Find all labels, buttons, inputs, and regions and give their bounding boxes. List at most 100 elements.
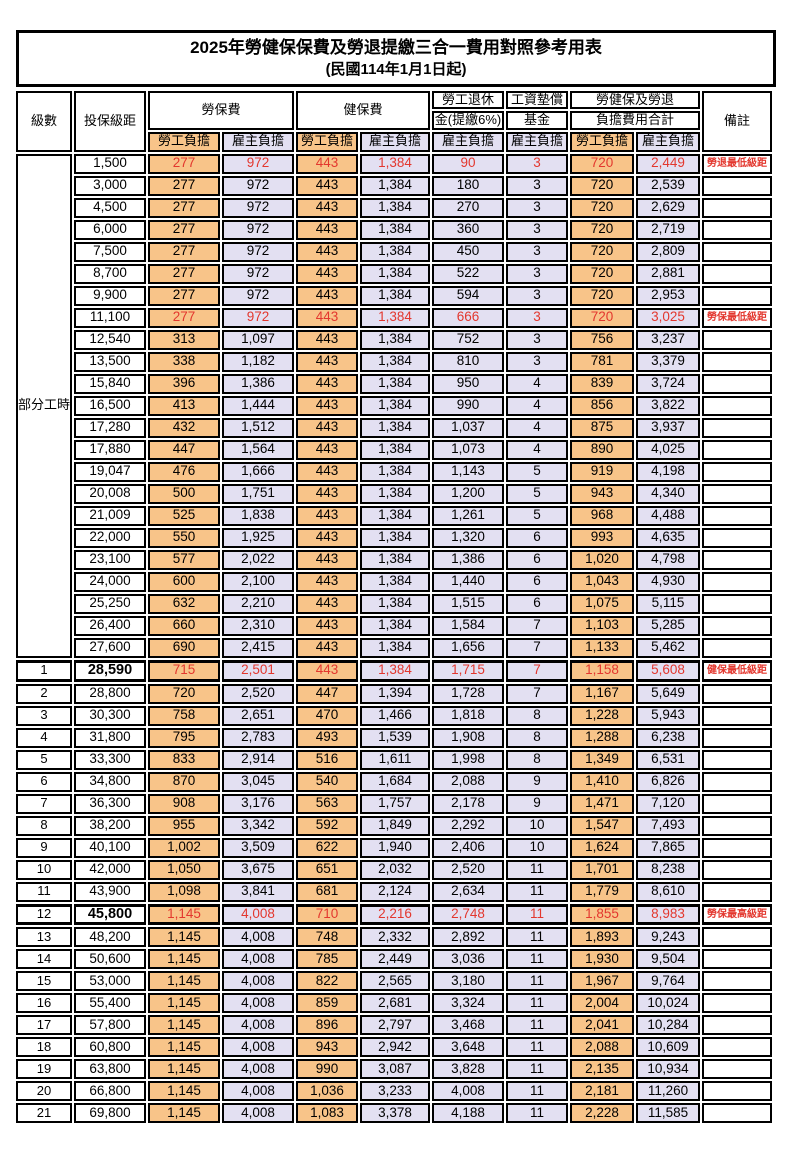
value-cell: 1,386 [222,373,295,394]
value-cell: 5,285 [636,615,701,636]
value-cell: 2,449 [636,153,701,174]
value-cell: 1,967 [570,971,635,992]
value-cell: 2,124 [360,881,431,902]
value-cell: 1,261 [432,505,505,526]
value-cell: 1,998 [432,749,505,770]
value-cell: 943 [296,1037,359,1058]
value-cell: 8 [506,705,569,726]
value-cell: 360 [432,219,505,240]
value-cell: 277 [148,153,220,174]
bracket-cell: 11,100 [74,307,146,328]
value-cell: 3,841 [222,881,295,902]
value-cell: 950 [432,373,505,394]
value-cell: 7 [506,659,569,682]
value-cell: 594 [432,285,505,306]
value-cell: 1,384 [360,483,431,504]
bracket-cell: 50,600 [74,949,146,970]
note-cell [702,683,773,704]
value-cell: 1,384 [360,593,431,614]
value-cell: 715 [148,659,220,682]
value-cell: 875 [570,417,635,438]
value-cell: 3,087 [360,1059,431,1080]
value-cell: 450 [432,241,505,262]
value-cell: 968 [570,505,635,526]
note-cell: 勞保最低級距 [702,307,773,328]
value-cell: 4,008 [222,993,295,1014]
value-cell: 1,849 [360,815,431,836]
note-cell [702,815,773,836]
col-header-health-insurance: 健保費 [296,91,431,130]
value-cell: 443 [296,549,359,570]
value-cell: 748 [296,927,359,948]
value-cell: 1,384 [360,263,431,284]
note-cell [702,837,773,858]
value-cell: 833 [148,749,220,770]
note-cell [702,505,773,526]
table-row: 17,880 447 1,564 443 1,384 1,073 4 890 4,025 [16,439,773,460]
table-row: 18 60,800 1,145 4,008 943 2,942 3,648 11 2,088 10… [16,1037,773,1058]
col-header-total-line1: 勞健保及勞退 [570,91,701,110]
table-row: 12,540 313 1,097 443 1,384 752 3 756 3,237 [16,329,773,350]
bracket-cell: 17,880 [74,439,146,460]
value-cell: 443 [296,483,359,504]
value-cell: 943 [570,483,635,504]
value-cell: 3,025 [636,307,701,328]
value-cell: 1,103 [570,615,635,636]
note-cell [702,1037,773,1058]
value-cell: 2,539 [636,175,701,196]
value-cell: 3,176 [222,793,295,814]
bracket-cell: 43,900 [74,881,146,902]
bracket-cell: 15,840 [74,373,146,394]
value-cell: 11 [506,1015,569,1036]
value-cell: 756 [570,329,635,350]
value-cell: 3,509 [222,837,295,858]
table-row: 14 50,600 1,145 4,008 785 2,449 3,036 11 1,930 9,… [16,949,773,970]
bracket-cell: 57,800 [74,1015,146,1036]
table-row: 25,250 632 2,210 443 1,384 1,515 6 1,075 5,115 [16,593,773,614]
value-cell: 1,384 [360,571,431,592]
note-cell: 勞退最低級距 [702,153,773,174]
value-cell: 10,284 [636,1015,701,1036]
value-cell: 720 [570,263,635,284]
value-cell: 5,115 [636,593,701,614]
value-cell: 2,415 [222,637,295,658]
table-row: 16,500 413 1,444 443 1,384 990 4 856 3,822 [16,395,773,416]
table-row: 15,840 396 1,386 443 1,384 950 4 839 3,724 [16,373,773,394]
value-cell: 7,120 [636,793,701,814]
value-cell: 4,188 [432,1103,505,1124]
note-cell [702,1081,773,1102]
value-cell: 8,238 [636,859,701,880]
value-cell: 7 [506,615,569,636]
value-cell: 11,260 [636,1081,701,1102]
value-cell: 277 [148,219,220,240]
table-row: 部分工時 1,500 277 972 443 1,384 90 3 720 2,449 勞退最低級距 [16,153,773,658]
value-cell: 443 [296,505,359,526]
value-cell: 1,410 [570,771,635,792]
value-cell: 3,378 [360,1103,431,1124]
value-cell: 1,512 [222,417,295,438]
value-cell: 1,384 [360,659,431,682]
note-cell [702,439,773,460]
level-cell: 9 [16,837,72,858]
value-cell: 781 [570,351,635,372]
value-cell: 2,210 [222,593,295,614]
col-header-total-line2: 負擔費用合計 [570,111,701,130]
value-cell: 2,449 [360,949,431,970]
value-cell: 1,564 [222,439,295,460]
value-cell: 1,145 [148,993,220,1014]
value-cell: 856 [570,395,635,416]
table-row: 16 55,400 1,145 4,008 859 2,681 3,324 11 2,004 10… [16,993,773,1014]
bracket-cell: 38,200 [74,815,146,836]
value-cell: 11 [506,1037,569,1058]
note-cell [702,483,773,504]
value-cell: 972 [222,219,295,240]
value-cell: 2,041 [570,1015,635,1036]
value-cell: 4,635 [636,527,701,548]
value-cell: 1,930 [570,949,635,970]
value-cell: 2,651 [222,705,295,726]
value-cell: 540 [296,771,359,792]
col-header-wage-fund-line1: 工資墊償 [506,91,569,110]
note-cell [702,859,773,880]
value-cell: 3,342 [222,815,295,836]
note-cell [702,417,773,438]
